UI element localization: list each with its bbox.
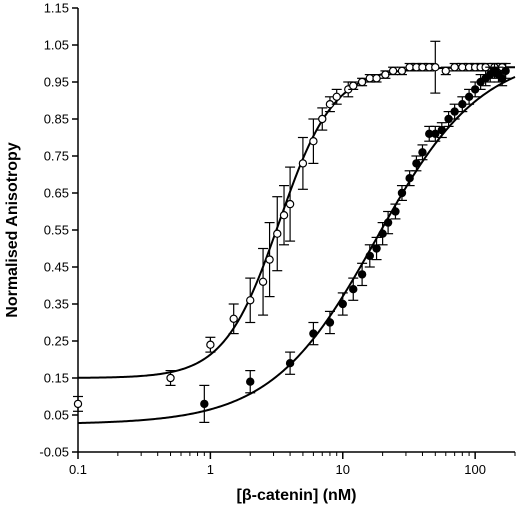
y-tick-label: 0.75 — [44, 149, 69, 164]
filled-data-point — [200, 399, 209, 409]
filled-data-point — [405, 173, 414, 183]
open-data-point — [372, 74, 381, 83]
filled-data-point — [450, 107, 459, 116]
filled-data-point — [349, 285, 358, 294]
open-data-point — [298, 159, 308, 168]
open-data-point — [397, 66, 407, 76]
open-data-point — [357, 77, 367, 87]
open-data-point — [450, 62, 459, 72]
open-data-point — [246, 296, 255, 305]
filled-data-point — [412, 159, 421, 168]
y-tick-label: 0.65 — [44, 186, 69, 201]
x-axis-label: [β-catenin] (nM) — [237, 487, 357, 504]
filled-data-point — [397, 188, 407, 198]
filled-data-point — [338, 299, 347, 309]
open-data-point — [458, 62, 467, 72]
x-tick-label: 100 — [464, 462, 486, 477]
open-data-point — [431, 62, 440, 72]
filled-data-point — [365, 251, 374, 261]
open-data-point — [166, 373, 175, 383]
axes: -0.05 0.05 0.15 0.25 0.35 0.45 0.55 0.65 0.75 0.8… — [39, 1, 516, 477]
open-data-point — [206, 340, 215, 349]
open-data-point — [381, 70, 390, 79]
open-data-point — [265, 255, 274, 264]
open-data-point — [405, 62, 414, 72]
filled-data-point — [246, 377, 255, 386]
filled-data-point — [309, 329, 318, 338]
y-tick-label: 0.25 — [44, 334, 69, 349]
x-tick-label: 10 — [336, 462, 350, 477]
open-data-point — [318, 114, 327, 124]
filled-data-point — [357, 270, 367, 279]
fit-curve-filled-circle — [77, 76, 516, 425]
y-tick-label: 0.15 — [44, 371, 69, 386]
open-data-point — [332, 92, 341, 102]
fit-curve-open-circle — [77, 66, 515, 379]
open-data-point — [258, 277, 268, 286]
filled-data-point — [325, 318, 335, 327]
open-data-point — [229, 314, 238, 323]
y-tick-label: 1.15 — [44, 1, 69, 16]
filled-data-point — [391, 207, 400, 216]
y-tick-label: 0.95 — [44, 75, 69, 90]
open-data-point — [279, 210, 289, 220]
y-tick-label: 0.85 — [44, 112, 69, 127]
filled-data-point — [431, 129, 440, 138]
y-tick-label: -0.05 — [39, 445, 69, 460]
filled-data-point — [285, 359, 295, 368]
y-tick-label: 0.55 — [44, 223, 69, 238]
open-data-point — [285, 199, 295, 209]
filled-data-point — [418, 148, 427, 157]
filled-data-point — [501, 66, 510, 76]
open-data-point — [73, 399, 83, 409]
x-tick-label: 1 — [207, 462, 214, 477]
y-tick-label: 1.05 — [44, 38, 69, 53]
open-data-point — [349, 81, 358, 90]
filled-data-point — [437, 125, 447, 135]
x-tick-label: 0.1 — [69, 462, 87, 477]
open-data-point — [273, 229, 282, 238]
y-tick-label: 0.35 — [44, 297, 69, 312]
open-data-point — [441, 66, 450, 76]
open-data-point — [309, 136, 318, 146]
filled-data-point — [383, 218, 393, 227]
open-data-point — [388, 66, 398, 76]
filled-data-point — [372, 244, 381, 253]
y-tick-label: 0.05 — [44, 408, 69, 423]
open-data-point — [365, 74, 374, 83]
open-data-point — [418, 62, 427, 72]
y-axis-label: Normalised Anisotropy — [4, 142, 21, 318]
y-tick-label: 0.45 — [44, 260, 69, 275]
data-points — [73, 40, 511, 423]
